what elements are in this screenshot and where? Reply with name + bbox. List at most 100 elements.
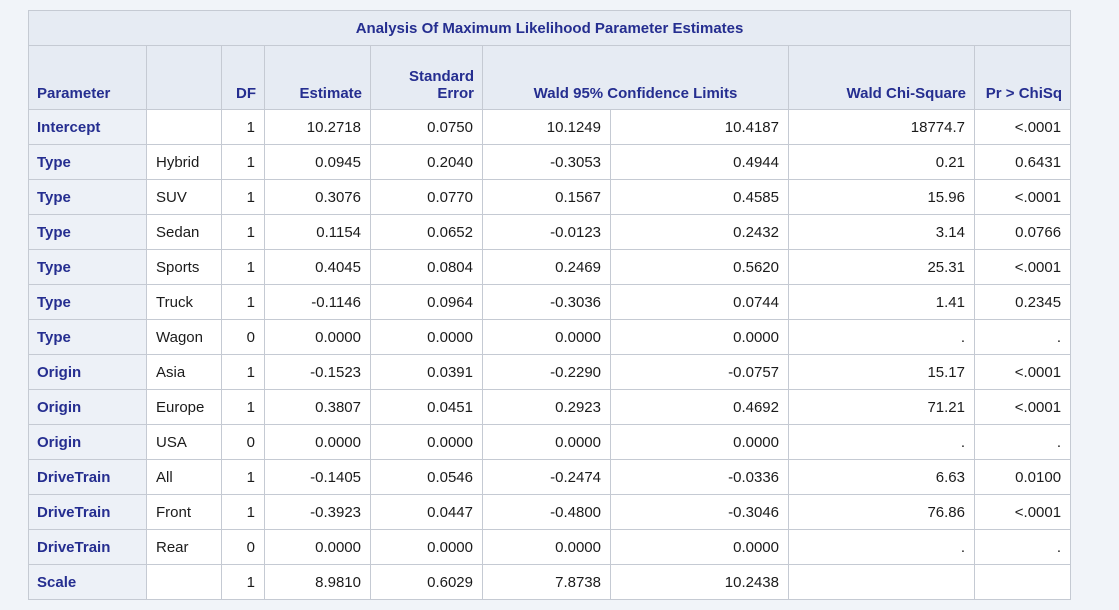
cell-estimate: 0.0945 — [264, 144, 371, 180]
cell-estimate: 0.0000 — [264, 424, 371, 460]
cell-df: 1 — [221, 494, 265, 530]
table-row: DriveTrain Front 1 -0.3923 0.0447 -0.4800 -0.3… — [28, 494, 1072, 530]
cell-level: Front — [146, 494, 222, 530]
cell-parameter: DriveTrain — [28, 494, 147, 530]
cell-wald-chi-square: 18774.7 — [788, 109, 975, 145]
cell-estimate: 0.4045 — [264, 249, 371, 285]
cell-cl-lower: 0.1567 — [482, 179, 611, 215]
cell-parameter: Type — [28, 249, 147, 285]
cell-cl-lower: 0.0000 — [482, 529, 611, 565]
cell-wald-chi-square: 71.21 — [788, 389, 975, 425]
cell-cl-lower: -0.4800 — [482, 494, 611, 530]
cell-cl-upper: 0.4585 — [610, 179, 789, 215]
cell-cl-lower: -0.3036 — [482, 284, 611, 320]
col-header-confidence-limits: Wald 95% Confidence Limits — [482, 45, 789, 110]
cell-estimate: 0.3807 — [264, 389, 371, 425]
cell-parameter: Type — [28, 214, 147, 250]
cell-parameter: DriveTrain — [28, 529, 147, 565]
cell-cl-upper: 0.0000 — [610, 319, 789, 355]
cell-level: Sports — [146, 249, 222, 285]
parameter-estimates-table: Analysis Of Maximum Likelihood Parameter… — [27, 10, 1072, 600]
cell-level: SUV — [146, 179, 222, 215]
table-row: Type Wagon 0 0.0000 0.0000 0.0000 0.0000.. — [28, 319, 1072, 355]
cell-level: Asia — [146, 354, 222, 390]
table-row: Origin Europe 1 0.3807 0.0451 0.2923 0.4692 71.… — [28, 389, 1072, 425]
cell-std-error: 0.0546 — [370, 459, 483, 495]
cell-estimate: 8.9810 — [264, 564, 371, 600]
cell-parameter: Scale — [28, 564, 147, 600]
cell-std-error: 0.0000 — [370, 529, 483, 565]
cell-pr-chisq: . — [973, 319, 1072, 355]
cell-estimate: 0.1154 — [264, 214, 371, 250]
table-row: Origin Asia 1 -0.1523 0.0391 -0.2290 -0.0757 15… — [28, 354, 1072, 390]
col-header-estimate: Estimate — [264, 45, 371, 110]
cell-wald-chi-square: 15.96 — [788, 179, 975, 215]
cell-pr-chisq: 0.0766 — [973, 214, 1072, 250]
cell-cl-lower: 0.0000 — [482, 319, 611, 355]
cell-pr-chisq: <.0001 — [973, 179, 1072, 215]
cell-cl-lower: 0.2469 — [482, 249, 611, 285]
cell-cl-upper: 0.4692 — [610, 389, 789, 425]
cell-cl-upper: 0.4944 — [610, 144, 789, 180]
col-header-df: DF — [221, 45, 265, 110]
cell-level: Rear — [146, 529, 222, 565]
cell-level — [146, 564, 222, 600]
table-row: Type Truck 1 -0.1146 0.0964 -0.3036 0.0744 1.41… — [28, 284, 1072, 320]
cell-pr-chisq: . — [973, 529, 1072, 565]
cell-df: 1 — [221, 179, 265, 215]
cell-estimate: -0.1405 — [264, 459, 371, 495]
cell-df: 1 — [221, 459, 265, 495]
cell-estimate: 0.0000 — [264, 529, 371, 565]
cell-std-error: 0.0750 — [370, 109, 483, 145]
cell-std-error: 0.0000 — [370, 319, 483, 355]
table-row: DriveTrain All 1 -0.1405 0.0546 -0.2474 -0.033… — [28, 459, 1072, 495]
cell-pr-chisq: <.0001 — [973, 389, 1072, 425]
cell-level: Europe — [146, 389, 222, 425]
cell-cl-lower: 7.8738 — [482, 564, 611, 600]
cell-parameter: Origin — [28, 389, 147, 425]
cell-estimate: 0.0000 — [264, 319, 371, 355]
cell-cl-upper: 0.2432 — [610, 214, 789, 250]
cell-cl-lower: 10.1249 — [482, 109, 611, 145]
cell-cl-upper: -0.0336 — [610, 459, 789, 495]
table-title: Analysis Of Maximum Likelihood Parameter… — [27, 10, 1072, 46]
cell-std-error: 0.2040 — [370, 144, 483, 180]
col-header-standard-error: Standard Error — [370, 45, 483, 110]
cell-df: 1 — [221, 354, 265, 390]
cell-std-error: 0.0391 — [370, 354, 483, 390]
cell-df: 1 — [221, 144, 265, 180]
cell-std-error: 0.0804 — [370, 249, 483, 285]
cell-cl-upper: 0.0000 — [610, 424, 789, 460]
cell-level: Sedan — [146, 214, 222, 250]
table-row: Type Hybrid 1 0.0945 0.2040 -0.3053 0.4944 0.21… — [28, 144, 1072, 180]
cell-df: 1 — [221, 564, 265, 600]
cell-cl-lower: 0.2923 — [482, 389, 611, 425]
cell-level: All — [146, 459, 222, 495]
table-header-row: Parameter DF Estimate Standard Error Wal… — [28, 45, 1072, 110]
cell-cl-upper: 0.5620 — [610, 249, 789, 285]
cell-parameter: Origin — [28, 424, 147, 460]
cell-df: 0 — [221, 319, 265, 355]
cell-cl-upper: -0.3046 — [610, 494, 789, 530]
cell-std-error: 0.0770 — [370, 179, 483, 215]
cell-std-error: 0.0451 — [370, 389, 483, 425]
col-header-parameter: Parameter — [28, 45, 147, 110]
cell-df: 1 — [221, 109, 265, 145]
cell-parameter: DriveTrain — [28, 459, 147, 495]
table-row: Scale 1 8.9810 0.6029 7.8738 10.2438 — [28, 564, 1072, 600]
cell-wald-chi-square: . — [788, 319, 975, 355]
cell-std-error: 0.0652 — [370, 214, 483, 250]
cell-level: Truck — [146, 284, 222, 320]
cell-estimate: -0.1523 — [264, 354, 371, 390]
cell-pr-chisq: <.0001 — [973, 494, 1072, 530]
cell-cl-upper: 0.0000 — [610, 529, 789, 565]
cell-df: 1 — [221, 389, 265, 425]
cell-wald-chi-square: 15.17 — [788, 354, 975, 390]
cell-level: Wagon — [146, 319, 222, 355]
cell-cl-upper: 10.2438 — [610, 564, 789, 600]
cell-std-error: 0.0447 — [370, 494, 483, 530]
cell-wald-chi-square — [788, 564, 975, 600]
cell-estimate: -0.1146 — [264, 284, 371, 320]
cell-cl-upper: -0.0757 — [610, 354, 789, 390]
